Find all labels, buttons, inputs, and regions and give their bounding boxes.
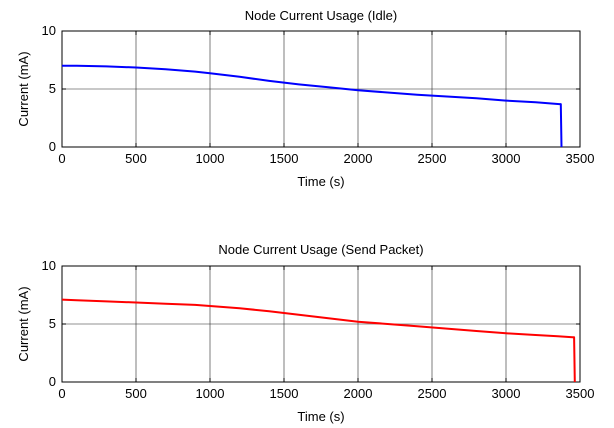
y-tick-label: 5 bbox=[49, 81, 56, 96]
y-tick-labels: 0 5 10 bbox=[42, 23, 56, 154]
axis-ticks bbox=[61, 265, 581, 383]
x-tick-label: 500 bbox=[125, 151, 147, 166]
x-tick-label: 500 bbox=[125, 386, 147, 401]
x-tick-labels: 0 500 1000 1500 2000 2500 3000 3500 bbox=[58, 151, 594, 166]
series-line bbox=[62, 64, 563, 148]
y-tick-labels: 0 5 10 bbox=[42, 258, 56, 389]
y-axis-label: Current (mA) bbox=[16, 286, 31, 361]
y-tick-label: 10 bbox=[42, 23, 56, 38]
series-line bbox=[61, 298, 576, 383]
x-tick-label: 3000 bbox=[492, 386, 521, 401]
axis-ticks bbox=[61, 30, 581, 148]
x-tick-label: 3500 bbox=[566, 386, 595, 401]
x-tick-label: 2500 bbox=[418, 386, 447, 401]
x-tick-label: 1500 bbox=[270, 151, 299, 166]
x-tick-label: 3500 bbox=[566, 151, 595, 166]
x-tick-label: 2000 bbox=[344, 151, 373, 166]
y-tick-label: 5 bbox=[49, 316, 56, 331]
y-tick-label: 0 bbox=[49, 374, 56, 389]
x-axis-label: Time (s) bbox=[297, 409, 344, 424]
series-group bbox=[62, 64, 563, 148]
x-tick-label: 1000 bbox=[196, 386, 225, 401]
x-axis-label: Time (s) bbox=[297, 174, 344, 189]
x-tick-label: 3000 bbox=[492, 151, 521, 166]
chart-panel-send-packet: Node Current Usage (Send Packet) 0 500 100… bbox=[16, 242, 594, 424]
chart-title: Node Current Usage (Idle) bbox=[245, 8, 397, 23]
x-tick-label: 2500 bbox=[418, 151, 447, 166]
grid-lines bbox=[62, 31, 580, 147]
y-tick-label: 0 bbox=[49, 139, 56, 154]
chart-title: Node Current Usage (Send Packet) bbox=[218, 242, 423, 257]
x-tick-label: 0 bbox=[58, 151, 65, 166]
series-group bbox=[61, 298, 576, 383]
x-tick-labels: 0 500 1000 1500 2000 2500 3000 3500 bbox=[58, 386, 594, 401]
x-tick-label: 2000 bbox=[344, 386, 373, 401]
chart-panel-idle: Node Current Usage (Idle) 0 500 1000 1500 20… bbox=[16, 8, 594, 189]
x-tick-label: 0 bbox=[58, 386, 65, 401]
y-axis-label: Current (mA) bbox=[16, 51, 31, 126]
x-tick-label: 1500 bbox=[270, 386, 299, 401]
grid-lines bbox=[62, 266, 580, 382]
y-tick-label: 10 bbox=[42, 258, 56, 273]
x-tick-label: 1000 bbox=[196, 151, 225, 166]
